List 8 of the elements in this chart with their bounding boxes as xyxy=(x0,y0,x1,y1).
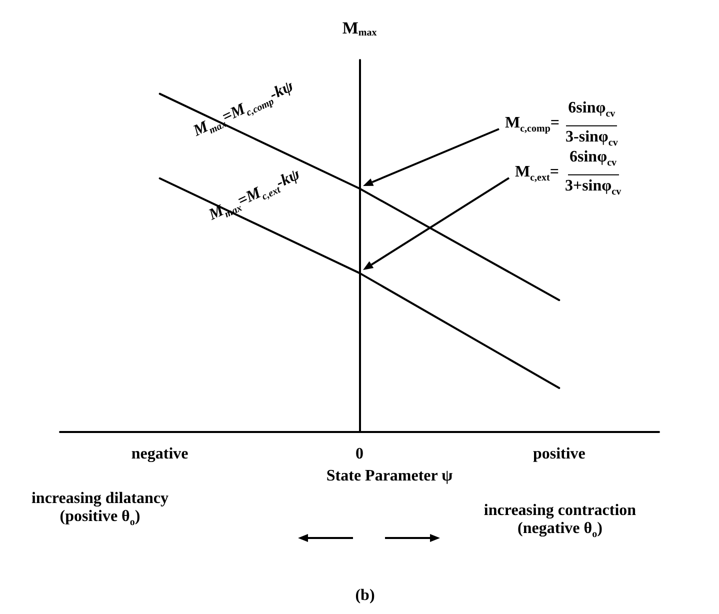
text: increasing dilatancy (positive θ$_{o}$) xyxy=(31,490,169,530)
text: (b) xyxy=(355,587,375,605)
x-axis-title: State Parameter ψ xyxy=(326,468,453,484)
x-tick-label: 0 xyxy=(356,446,364,462)
annotation: M$_{c,ext}$=6sinφ$_{cv}$ 3+sinφ$_{cv}$ xyxy=(515,148,622,200)
x-tick-label: positive xyxy=(532,446,586,462)
text: increasing contraction (negative θ$_{o}$) xyxy=(484,502,636,542)
x-tick-label: negative xyxy=(131,446,188,462)
